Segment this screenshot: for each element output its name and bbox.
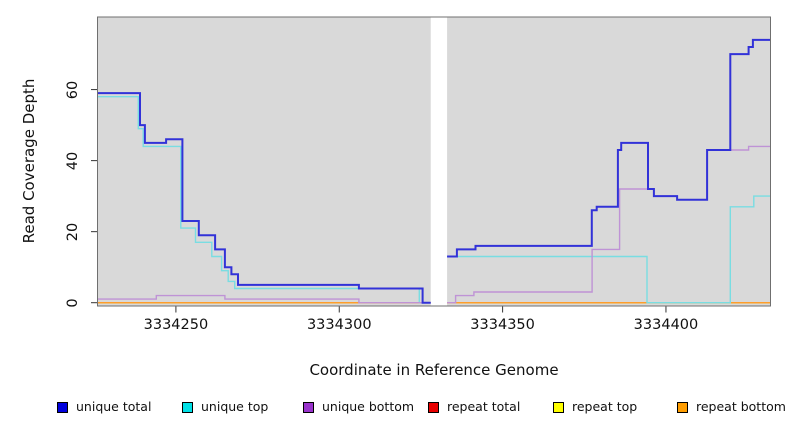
legend-item: unique bottom bbox=[303, 400, 414, 414]
legend-label: repeat top bbox=[572, 399, 638, 414]
legend-label: unique total bbox=[76, 399, 152, 414]
legend-label: unique top bbox=[201, 399, 269, 414]
x-tick-label: 3334350 bbox=[470, 317, 535, 333]
y-tick-label: 60 bbox=[65, 80, 81, 99]
legend-label: unique bottom bbox=[322, 399, 415, 414]
legend-item: repeat total bbox=[428, 400, 520, 414]
x-tick-label: 3334250 bbox=[143, 317, 209, 333]
x-axis-title: Coordinate in Reference Genome bbox=[309, 361, 559, 379]
legend-item: repeat top bbox=[553, 400, 637, 414]
legend-label: repeat bottom bbox=[696, 399, 786, 414]
legend-item: unique total bbox=[57, 400, 151, 414]
series-unique-top bbox=[447, 195, 771, 304]
series-unique-bottom bbox=[97, 294, 431, 304]
y-tick-label: 40 bbox=[65, 151, 81, 170]
series-unique-total bbox=[447, 38, 771, 258]
legend-item: repeat bottom bbox=[677, 400, 786, 414]
legend-swatch-icon bbox=[428, 401, 439, 413]
legend-label: repeat total bbox=[447, 399, 521, 414]
series-unique-total bbox=[97, 92, 431, 304]
y-axis-title: Read Coverage Depth bbox=[20, 78, 38, 244]
legend-swatch-icon bbox=[677, 401, 688, 413]
legend-item: unique top bbox=[182, 400, 268, 414]
x-tick-label: 3334400 bbox=[633, 317, 699, 333]
legend-swatch-icon bbox=[553, 401, 564, 413]
legend-swatch-icon bbox=[57, 401, 68, 413]
y-tick-label: 20 bbox=[65, 222, 81, 241]
series-unique-top bbox=[97, 96, 431, 304]
x-tick-label: 3334300 bbox=[306, 317, 372, 333]
panel-border bbox=[97, 16, 771, 307]
y-tick-label: 0 bbox=[65, 298, 81, 308]
legend-swatch-icon bbox=[303, 401, 314, 413]
no-data-gap bbox=[430, 17, 448, 306]
legend-swatch-icon bbox=[182, 401, 193, 413]
